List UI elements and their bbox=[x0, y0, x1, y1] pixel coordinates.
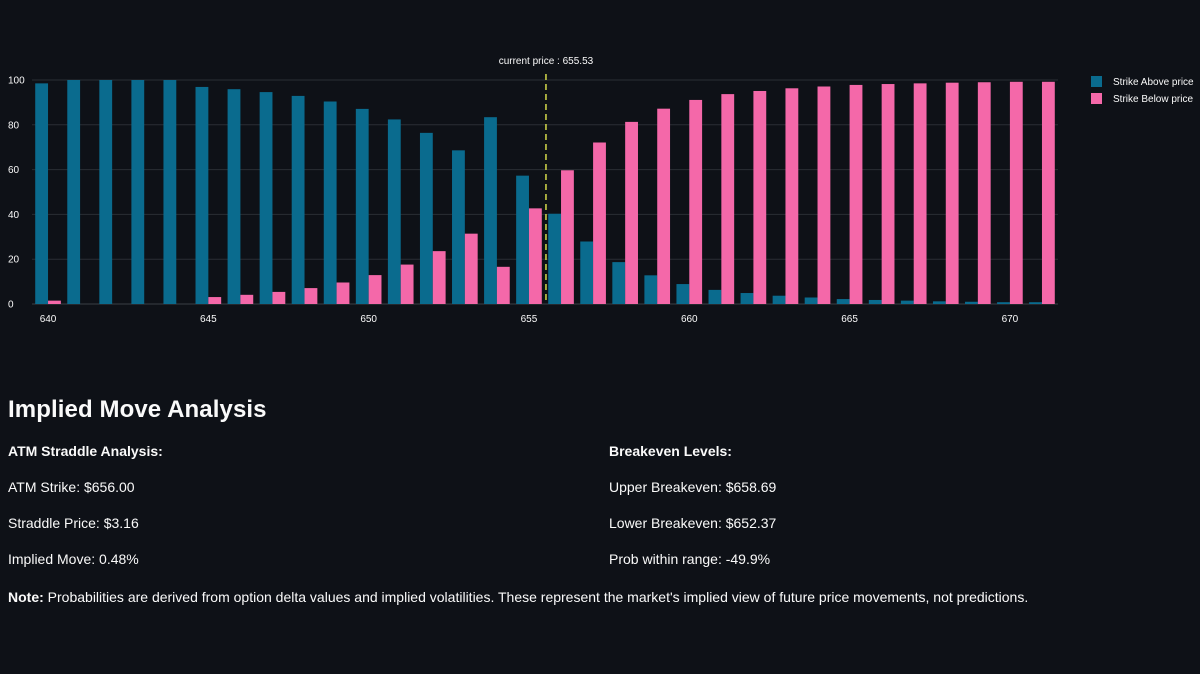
bar-strike-below bbox=[368, 275, 382, 304]
bar-strike-below bbox=[400, 264, 414, 304]
x-tick-label: 650 bbox=[360, 314, 377, 325]
bar-strike-below bbox=[849, 84, 863, 304]
bar-strike-below bbox=[432, 251, 446, 304]
y-tick-label: 80 bbox=[8, 120, 20, 131]
bar-strike-below bbox=[945, 82, 959, 304]
x-tick-label: 660 bbox=[681, 314, 698, 325]
bar-strike-below bbox=[528, 208, 542, 304]
section-title: Implied Move Analysis bbox=[8, 396, 267, 423]
legend-item-label[interactable]: Strike Below price bbox=[1113, 94, 1193, 105]
x-tick-label: 640 bbox=[40, 314, 57, 325]
bar-strike-above bbox=[612, 262, 626, 304]
bar-strike-below bbox=[625, 121, 638, 304]
bar-strike-above bbox=[291, 95, 305, 305]
bar-strike-above bbox=[516, 175, 529, 304]
bar-strike-above bbox=[868, 299, 882, 304]
bar-strike-below bbox=[657, 108, 671, 304]
y-tick-label: 60 bbox=[8, 165, 20, 176]
bar-strike-below bbox=[208, 297, 222, 304]
bar-strike-above bbox=[772, 295, 786, 304]
bar-strike-above bbox=[740, 293, 754, 304]
x-axis: 640 645 650 655 660 665 670 bbox=[40, 314, 1019, 325]
breakeven-heading: Breakeven Levels: bbox=[609, 443, 732, 459]
implied-move: Implied Move: 0.48% bbox=[8, 551, 139, 567]
note-text: Probabilities are derived from option de… bbox=[43, 589, 1029, 605]
legend-item-label[interactable]: Strike Above price bbox=[1113, 77, 1194, 88]
prob-within-range: Prob within range: -49.9% bbox=[609, 551, 771, 567]
bar-strike-above bbox=[548, 213, 562, 304]
bar-strike-above bbox=[676, 284, 690, 304]
probability-bar-chart: 0 20 40 60 80 100 640 645 650 655 660 665 670 curre… bbox=[8, 56, 1194, 325]
legend-swatch[interactable] bbox=[1091, 93, 1102, 104]
bar-strike-above bbox=[708, 289, 722, 304]
bar-strike-below bbox=[881, 84, 895, 304]
bar-strike-below bbox=[785, 88, 799, 305]
bar-strike-below bbox=[913, 83, 927, 304]
implied-move-section: Implied Move Analysis ATM Straddle Analy… bbox=[8, 396, 1188, 605]
bar-strike-above bbox=[131, 80, 145, 304]
bar-strike-above bbox=[1029, 302, 1042, 304]
bar-strike-below bbox=[48, 300, 61, 304]
bar-strike-below bbox=[977, 82, 991, 305]
bar-strike-above bbox=[227, 89, 241, 305]
chart-bars bbox=[35, 80, 1055, 305]
bar-strike-below bbox=[689, 99, 703, 304]
bar-strike-above bbox=[387, 119, 401, 304]
straddle-price: Straddle Price: $3.16 bbox=[8, 515, 139, 531]
bar-strike-below bbox=[721, 94, 735, 304]
x-tick-label: 665 bbox=[841, 314, 858, 325]
straddle-heading: ATM Straddle Analysis: bbox=[8, 443, 163, 459]
bar-strike-above bbox=[932, 301, 946, 304]
bar-strike-above bbox=[355, 108, 369, 305]
bar-strike-below bbox=[817, 86, 831, 304]
bar-strike-above bbox=[163, 80, 177, 304]
bar-strike-above bbox=[580, 241, 594, 304]
bar-strike-above bbox=[965, 301, 978, 304]
bar-strike-above bbox=[452, 150, 465, 304]
bar-strike-below bbox=[240, 294, 254, 304]
breakeven-column: Breakeven Levels: Upper Breakeven: $658.… bbox=[609, 442, 776, 586]
straddle-column: ATM Straddle Analysis: ATM Strike: $656.… bbox=[8, 442, 163, 586]
y-tick-label: 20 bbox=[8, 255, 20, 266]
legend-swatch[interactable] bbox=[1091, 76, 1102, 87]
bar-strike-above bbox=[195, 86, 209, 304]
bar-strike-below bbox=[561, 170, 574, 304]
bar-strike-below bbox=[464, 233, 478, 304]
bar-strike-above bbox=[997, 302, 1010, 304]
lower-breakeven: Lower Breakeven: $652.37 bbox=[609, 515, 777, 531]
x-tick-label: 655 bbox=[521, 314, 538, 325]
current-price-label: current price : 655.53 bbox=[499, 56, 594, 67]
y-axis: 0 20 40 60 80 100 bbox=[8, 76, 25, 311]
bar-strike-above bbox=[900, 300, 914, 304]
bar-strike-below bbox=[1009, 81, 1023, 305]
bar-strike-above bbox=[35, 83, 49, 304]
note-label: Note: bbox=[8, 589, 44, 605]
y-tick-label: 0 bbox=[8, 300, 14, 311]
bar-strike-above bbox=[259, 92, 273, 304]
bar-strike-below bbox=[336, 282, 350, 304]
bar-strike-above bbox=[99, 80, 113, 304]
bar-strike-above bbox=[419, 132, 433, 304]
atm-strike: ATM Strike: $656.00 bbox=[8, 479, 135, 495]
y-tick-label: 100 bbox=[8, 76, 25, 87]
bar-strike-below bbox=[304, 288, 318, 304]
bar-strike-below bbox=[1041, 81, 1055, 305]
x-tick-label: 645 bbox=[200, 314, 217, 325]
bar-strike-above bbox=[484, 117, 497, 305]
bar-strike-above bbox=[67, 80, 81, 304]
bar-strike-below bbox=[753, 90, 767, 304]
x-tick-label: 670 bbox=[1002, 314, 1019, 325]
bar-strike-above bbox=[644, 275, 658, 304]
y-tick-label: 40 bbox=[8, 210, 20, 221]
bar-strike-above bbox=[836, 299, 850, 304]
upper-breakeven: Upper Breakeven: $658.69 bbox=[609, 479, 777, 495]
bar-strike-below bbox=[593, 142, 606, 304]
bar-strike-below bbox=[272, 291, 286, 304]
note: Note: Probabilities are derived from opt… bbox=[8, 588, 1028, 606]
bar-strike-below bbox=[496, 266, 510, 304]
bar-strike-above bbox=[804, 297, 818, 304]
bar-strike-above bbox=[323, 101, 337, 304]
chart-gridlines bbox=[32, 79, 1058, 305]
chart-legend[interactable]: Strike Above price Strike Below price bbox=[1091, 76, 1194, 105]
